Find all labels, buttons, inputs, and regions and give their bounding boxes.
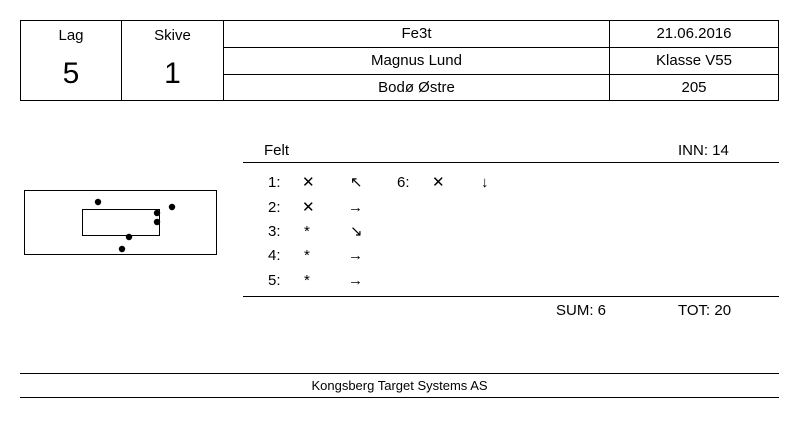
skive-value: 1 bbox=[164, 57, 181, 90]
series-bottom-rule bbox=[243, 296, 779, 297]
shot-direction-arrow-icon: → bbox=[348, 199, 363, 216]
shot-result: * bbox=[304, 247, 310, 264]
skive-label: Skive bbox=[154, 27, 191, 44]
footer-company: Kongsberg Target Systems AS bbox=[311, 378, 488, 393]
shot-direction-arrow-icon: → bbox=[348, 272, 363, 289]
event-name: Fe3t bbox=[401, 25, 432, 42]
shot-hole bbox=[153, 218, 161, 226]
shot-direction-arrow-icon: ↘ bbox=[350, 223, 363, 240]
lag-value: 5 bbox=[62, 57, 80, 90]
shot-direction-arrow-icon: ↖ bbox=[350, 174, 363, 191]
shot-result: * bbox=[304, 272, 310, 289]
shooter-club: Bodø Østre bbox=[378, 79, 455, 96]
target-frame bbox=[24, 190, 217, 255]
shot-number: 3: bbox=[268, 223, 281, 240]
shot-hole bbox=[125, 233, 133, 241]
divider bbox=[121, 21, 122, 100]
shot-number: 6: bbox=[397, 174, 410, 191]
series-top-rule bbox=[243, 162, 779, 163]
shot-number: 4: bbox=[268, 247, 281, 264]
shot-hole bbox=[153, 209, 161, 217]
inner-count: INN: 14 bbox=[678, 142, 729, 159]
shot-hole bbox=[168, 203, 176, 211]
series-label: Felt bbox=[264, 142, 290, 159]
divider bbox=[224, 47, 778, 48]
shot-result: ✕ bbox=[302, 199, 315, 216]
shooter-class: Klasse V55 bbox=[656, 52, 732, 69]
header-table: Lag 5 Skive 1 Fe3t 21.06.2016 Magnus Lun… bbox=[20, 20, 779, 101]
shooter-id: 205 bbox=[681, 79, 707, 96]
target-diagram bbox=[24, 190, 217, 255]
shot-direction-arrow-icon: → bbox=[348, 247, 363, 264]
shot-number: 2: bbox=[268, 199, 281, 216]
shot-hole bbox=[118, 245, 126, 253]
footer-bottom-rule bbox=[20, 397, 779, 398]
target-inner-zone bbox=[82, 209, 160, 236]
shot-number: 5: bbox=[268, 272, 281, 289]
footer-top-rule bbox=[20, 373, 779, 374]
divider bbox=[224, 74, 778, 75]
shot-result: ✕ bbox=[302, 174, 315, 191]
divider bbox=[609, 21, 610, 100]
shot-hole bbox=[94, 198, 102, 206]
lag-label: Lag bbox=[58, 27, 84, 44]
event-date: 21.06.2016 bbox=[656, 25, 732, 42]
shot-result: * bbox=[304, 223, 310, 240]
shot-number: 1: bbox=[268, 174, 281, 191]
shot-result: ✕ bbox=[432, 174, 445, 191]
total-score: TOT: 20 bbox=[678, 302, 732, 319]
shooter-name: Magnus Lund bbox=[371, 52, 462, 69]
shot-direction-arrow-icon: ↓ bbox=[481, 174, 489, 191]
divider bbox=[223, 21, 224, 100]
series-sum: SUM: 6 bbox=[556, 302, 607, 319]
